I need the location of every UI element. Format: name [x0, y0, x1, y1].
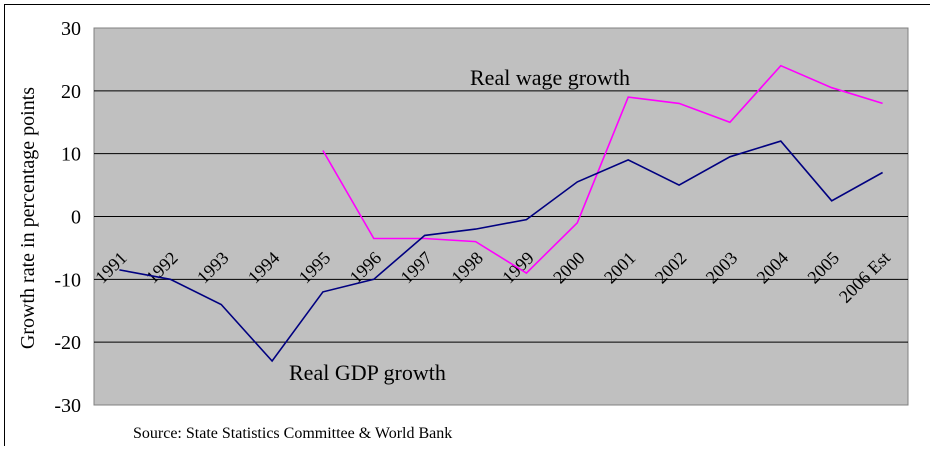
y-tick-label: 20: [61, 81, 81, 103]
y-tick-label: 10: [61, 144, 81, 166]
y-axis-label: Growth rate in percentage points: [17, 87, 39, 349]
annotation-real-wage-growth: Real wage growth: [470, 65, 630, 90]
series-line-real-wage-growth: [322, 64, 883, 275]
y-tick-label: -20: [54, 332, 81, 354]
y-tick-label: 30: [61, 18, 81, 40]
y-tick-labels: 30 20 10 0 -10 -20 -30: [54, 18, 81, 417]
y-tick-label: -10: [54, 269, 81, 291]
series-lines: [119, 64, 883, 363]
annotation-real-gdp-growth: Real GDP growth: [289, 360, 446, 385]
y-tick-label: -30: [54, 395, 81, 417]
gridlines: [94, 90, 908, 343]
source-note: Source: State Statistics Committee & Wor…: [133, 425, 452, 442]
y-tick-label: 0: [71, 207, 81, 229]
x-tick-labels: 1991 1992 1993 1994 1995 1996 1997 1998 1999 2000…: [91, 248, 894, 307]
series-line-real-gdp-growth: [119, 140, 883, 363]
